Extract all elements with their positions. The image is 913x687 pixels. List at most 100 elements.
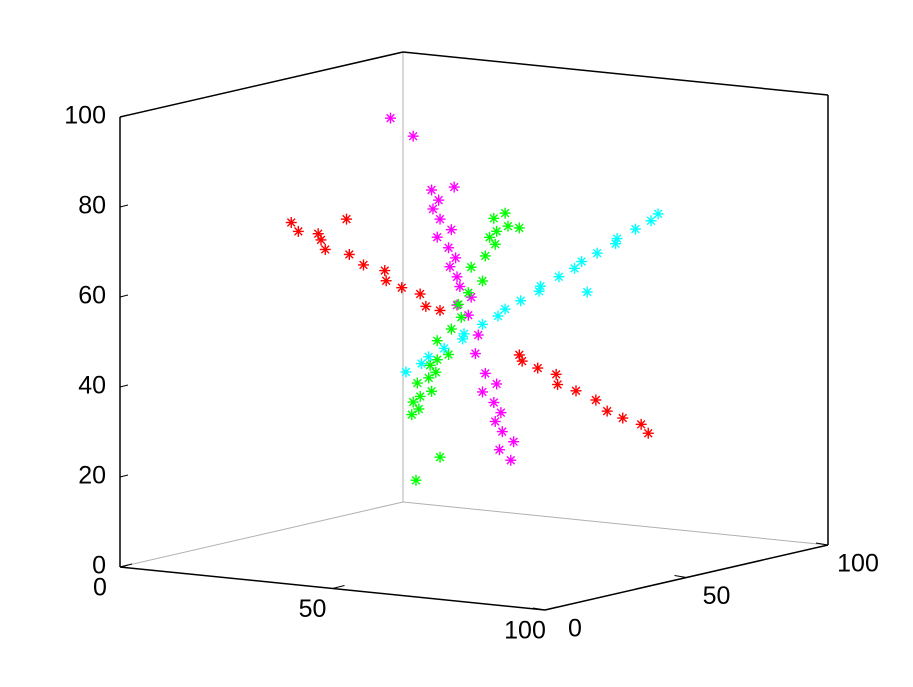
z-tick-label: 20 <box>78 462 106 490</box>
point <box>489 415 501 427</box>
point <box>431 354 443 366</box>
point <box>319 243 331 255</box>
asterisk-stroke <box>424 373 434 383</box>
z-tick-label: 80 <box>78 192 106 220</box>
z-tick-label: 0 <box>92 552 106 580</box>
asterisk-stroke <box>407 410 417 419</box>
x-tick-label: 0 <box>93 574 107 602</box>
asterisk-stroke <box>411 475 421 485</box>
asterisk-stroke <box>466 262 476 272</box>
point <box>515 295 527 307</box>
point <box>452 298 464 310</box>
point <box>516 355 528 367</box>
point <box>411 377 423 389</box>
asterisk-stroke <box>591 395 601 405</box>
point <box>423 351 435 363</box>
asterisk-stroke <box>359 260 368 270</box>
asterisk-stroke <box>509 437 518 447</box>
asterisk-stroke <box>434 195 443 205</box>
asterisk-stroke <box>631 224 640 234</box>
asterisk-stroke <box>554 272 564 282</box>
point <box>591 247 603 259</box>
asterisk-stroke <box>447 324 456 334</box>
point <box>513 222 525 234</box>
point <box>499 303 511 315</box>
y-tick <box>674 575 687 578</box>
asterisk-stroke <box>454 300 463 309</box>
point <box>535 280 547 292</box>
asterisk-stroke <box>380 266 390 275</box>
point <box>451 271 463 283</box>
asterisk-stroke <box>506 455 516 465</box>
asterisk-stroke <box>553 380 562 389</box>
point <box>552 379 564 391</box>
asterisk-stroke <box>496 408 506 417</box>
asterisk-stroke <box>451 253 460 263</box>
point <box>384 112 396 124</box>
axis-line <box>402 501 829 546</box>
point <box>499 207 511 219</box>
x-tick <box>119 563 133 568</box>
point <box>479 250 491 262</box>
asterisk-stroke <box>514 350 524 360</box>
asterisk-stroke <box>592 248 602 258</box>
asterisk-stroke <box>431 367 441 377</box>
asterisk-stroke <box>653 209 663 219</box>
point <box>420 300 432 312</box>
asterisk-stroke <box>435 214 445 224</box>
asterisk-stroke <box>577 257 586 266</box>
asterisk-stroke <box>516 296 526 306</box>
asterisk-stroke <box>455 282 465 291</box>
point <box>443 242 455 254</box>
point <box>433 194 445 206</box>
point <box>462 309 474 321</box>
asterisk-stroke <box>495 445 504 455</box>
asterisk-stroke <box>432 355 442 365</box>
asterisk-stroke <box>458 334 467 344</box>
asterisk-stroke <box>417 359 426 368</box>
asterisk-stroke <box>435 452 445 462</box>
asterisk-stroke <box>408 131 418 141</box>
point <box>445 224 457 236</box>
point <box>488 212 500 224</box>
point <box>488 397 500 408</box>
point <box>465 261 477 273</box>
point <box>285 217 297 229</box>
point <box>508 436 520 448</box>
point <box>491 225 503 237</box>
asterisk-stroke <box>456 312 466 322</box>
asterisk-stroke <box>492 379 501 389</box>
asterisk-stroke <box>459 329 469 339</box>
asterisk-stroke <box>489 398 499 407</box>
asterisk-stroke <box>445 262 455 272</box>
asterisk-stroke <box>490 239 500 249</box>
asterisk-stroke <box>493 311 503 321</box>
asterisk-stroke <box>503 221 513 231</box>
axis-line <box>402 51 829 96</box>
asterisk-stroke <box>432 336 442 346</box>
point <box>502 220 514 232</box>
asterisk-stroke <box>517 356 527 366</box>
z-tick <box>119 294 129 298</box>
point <box>642 427 654 439</box>
point <box>455 311 467 323</box>
z-tick <box>119 114 129 118</box>
point <box>491 378 503 390</box>
point <box>469 348 481 360</box>
x-tick-label: 100 <box>504 617 546 645</box>
point <box>477 275 488 287</box>
point <box>496 426 508 438</box>
point <box>438 342 450 354</box>
asterisk-stroke <box>478 319 487 329</box>
point <box>476 386 488 398</box>
asterisk-stroke <box>500 304 510 314</box>
asterisk-stroke <box>449 182 459 192</box>
point <box>343 248 355 260</box>
point <box>458 328 470 340</box>
point <box>553 271 565 283</box>
point <box>443 349 455 361</box>
asterisk-stroke <box>490 417 500 426</box>
asterisk-stroke <box>344 250 354 259</box>
asterisk-stroke <box>534 286 544 296</box>
